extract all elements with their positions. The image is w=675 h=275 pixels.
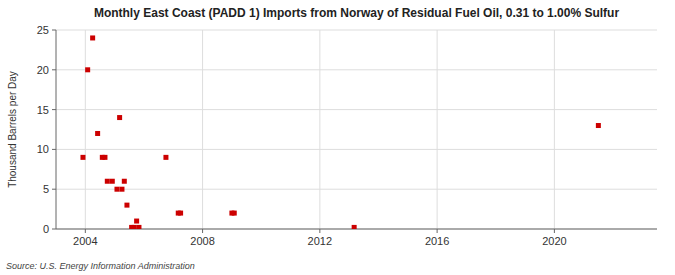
y-tick	[52, 69, 56, 70]
axes: 2004 2008 2012 2016 2020 0 5 10 15 20 25	[37, 24, 657, 247]
y-tick-label: 25	[37, 24, 49, 36]
y-tick	[52, 149, 56, 150]
grid	[56, 30, 657, 229]
scatter-point	[90, 35, 95, 40]
x-tick	[437, 229, 438, 233]
scatter-point	[132, 225, 137, 229]
x-grid-line	[85, 30, 86, 229]
scatter-point	[110, 179, 115, 184]
scatter-point	[102, 155, 107, 160]
x-tick-label: 2012	[308, 235, 332, 247]
scatter-point	[232, 211, 237, 216]
scatter-point	[596, 123, 601, 128]
scatter-point	[117, 115, 122, 120]
scatter-point	[114, 187, 119, 192]
y-tick-label: 5	[43, 183, 49, 195]
x-tick-label: 2008	[190, 235, 214, 247]
x-tick	[554, 229, 555, 233]
chart-title: Monthly East Coast (PADD 1) Imports from…	[94, 6, 620, 20]
y-grid-line	[56, 109, 657, 110]
scatter-point	[95, 131, 100, 136]
y-tick-label: 10	[37, 143, 49, 155]
scatter-point	[124, 203, 129, 208]
x-tick	[319, 229, 320, 233]
scatter-point	[105, 179, 110, 184]
scatter-point	[85, 67, 90, 72]
y-tick-label: 0	[43, 223, 49, 235]
x-tick	[85, 229, 86, 233]
scatter-point	[80, 155, 85, 160]
x-grid-line	[319, 30, 320, 229]
scatter-point	[134, 219, 139, 224]
x-tick-label: 2004	[73, 235, 97, 247]
chart-svg: 2004 2008 2012 2016 2020 0 5 10 15 20 25 Thousand B…	[0, 0, 675, 275]
points	[80, 35, 600, 229]
y-tick	[52, 189, 56, 190]
scatter-point	[119, 187, 124, 192]
y-tick	[52, 30, 56, 31]
y-axis-line	[56, 30, 57, 229]
y-grid-line	[56, 69, 657, 70]
y-tick-label: 20	[37, 64, 49, 76]
y-tick-label: 15	[37, 104, 49, 116]
scatter-point	[136, 225, 141, 229]
x-tick	[202, 229, 203, 233]
scatter-point	[178, 211, 183, 216]
x-tick-label: 2020	[542, 235, 566, 247]
y-grid-line	[56, 30, 657, 31]
y-grid-line	[56, 149, 657, 150]
y-grid-line	[56, 189, 657, 190]
chart-container: 2004 2008 2012 2016 2020 0 5 10 15 20 25 Thousand B…	[0, 0, 675, 275]
x-grid-line	[554, 30, 555, 229]
scatter-point	[163, 155, 168, 160]
y-axis-label: Thousand Barrels per Day	[7, 71, 18, 188]
x-grid-line	[437, 30, 438, 229]
source-note: Source: U.S. Energy Information Administ…	[6, 261, 195, 271]
x-grid-line	[202, 30, 203, 229]
y-tick	[52, 229, 56, 230]
scatter-point	[352, 225, 357, 229]
y-tick	[52, 109, 56, 110]
scatter-point	[122, 179, 127, 184]
x-tick-label: 2016	[425, 235, 449, 247]
